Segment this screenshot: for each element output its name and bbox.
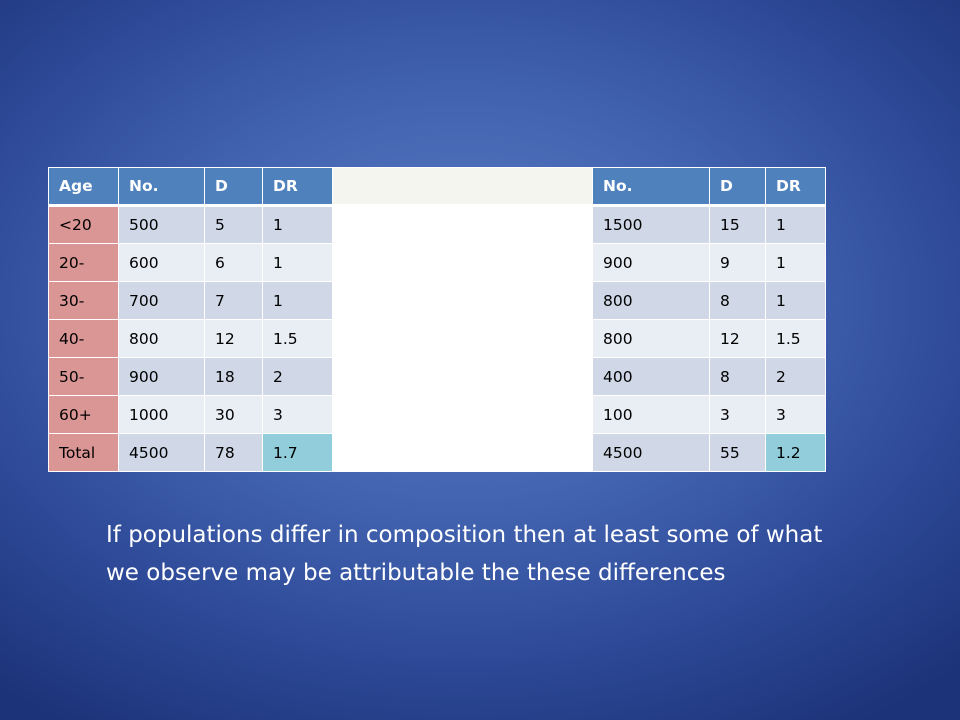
header-gap (332, 167, 593, 207)
age-cell: 60+ (48, 395, 119, 434)
header-deaths-2: D (709, 167, 766, 207)
deaths-cell: 12 (204, 319, 263, 358)
death-rate-cell: 2 (765, 357, 826, 396)
gap-cell (332, 395, 593, 434)
gap-cell (332, 281, 593, 320)
table-row: 30- 700 7 1 800 8 1 (48, 281, 826, 320)
death-rate-cell: 1 (262, 281, 333, 320)
gap-cell (332, 243, 593, 282)
number-cell: 900 (118, 357, 205, 396)
number-cell: 400 (592, 357, 710, 396)
number-cell: 1000 (118, 395, 205, 434)
deaths-cell: 5 (204, 205, 263, 244)
number-cell: 1500 (592, 205, 710, 244)
deaths-cell: 8 (709, 357, 766, 396)
header-deaths-1: D (204, 167, 263, 207)
number-cell: 800 (118, 319, 205, 358)
death-rate-cell-total-highlighted: 1.7 (262, 433, 333, 472)
age-cell: <20 (48, 205, 119, 244)
death-rate-cell: 1 (765, 281, 826, 320)
deaths-cell: 18 (204, 357, 263, 396)
deaths-cell: 9 (709, 243, 766, 282)
number-cell: 600 (118, 243, 205, 282)
deaths-cell: 7 (204, 281, 263, 320)
table-header-row: Age No. D DR No. D DR (48, 167, 826, 207)
death-rate-cell: 1.5 (765, 319, 826, 358)
table-row: <20 500 5 1 1500 15 1 (48, 205, 826, 244)
table-row: 50- 900 18 2 400 8 2 (48, 357, 826, 396)
death-rate-cell: 2 (262, 357, 333, 396)
age-death-rate-table: Age No. D DR No. D DR <20 500 5 1 1500 1… (48, 167, 826, 472)
deaths-cell: 15 (709, 205, 766, 244)
deaths-cell-total: 55 (709, 433, 766, 472)
death-rate-cell: 1 (262, 205, 333, 244)
header-death-rate-2: DR (765, 167, 826, 207)
death-rate-cell: 1 (765, 243, 826, 282)
deaths-cell-total: 78 (204, 433, 263, 472)
table-row: 60+ 1000 30 3 100 3 3 (48, 395, 826, 434)
slide-caption-text: If populations differ in composition the… (106, 522, 823, 586)
gap-cell (332, 433, 593, 472)
number-cell-total: 4500 (118, 433, 205, 472)
header-death-rate-1: DR (262, 167, 333, 207)
number-cell: 800 (592, 319, 710, 358)
age-cell: 40- (48, 319, 119, 358)
deaths-cell: 8 (709, 281, 766, 320)
deaths-cell: 12 (709, 319, 766, 358)
gap-cell (332, 205, 593, 244)
table-row-total: Total 4500 78 1.7 4500 55 1.2 (48, 433, 826, 472)
number-cell-total: 4500 (592, 433, 710, 472)
age-cell: 30- (48, 281, 119, 320)
death-rate-cell: 1 (262, 243, 333, 282)
death-rate-cell: 3 (262, 395, 333, 434)
table-row: 40- 800 12 1.5 800 12 1.5 (48, 319, 826, 358)
number-cell: 700 (118, 281, 205, 320)
number-cell: 800 (592, 281, 710, 320)
header-age: Age (48, 167, 119, 207)
deaths-cell: 6 (204, 243, 263, 282)
death-rate-cell: 1.5 (262, 319, 333, 358)
gap-cell (332, 357, 593, 396)
age-cell: 20- (48, 243, 119, 282)
gap-cell (332, 319, 593, 358)
death-rate-cell: 1 (765, 205, 826, 244)
number-cell: 500 (118, 205, 205, 244)
number-cell: 900 (592, 243, 710, 282)
header-number-2: No. (592, 167, 710, 207)
age-cell-total: Total (48, 433, 119, 472)
number-cell: 100 (592, 395, 710, 434)
table-row: 20- 600 6 1 900 9 1 (48, 243, 826, 282)
header-number-1: No. (118, 167, 205, 207)
age-cell: 50- (48, 357, 119, 396)
death-rate-cell: 3 (765, 395, 826, 434)
deaths-cell: 3 (709, 395, 766, 434)
deaths-cell: 30 (204, 395, 263, 434)
death-rate-cell-total-highlighted: 1.2 (765, 433, 826, 472)
